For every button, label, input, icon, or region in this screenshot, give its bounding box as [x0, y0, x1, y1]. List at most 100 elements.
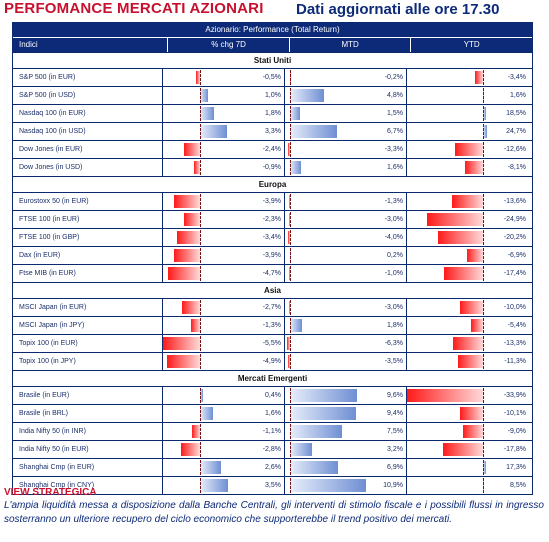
zero-line — [199, 160, 201, 175]
zero-line — [289, 230, 291, 245]
bar-mtd — [289, 107, 301, 120]
index-name: FTSE 100 (in EUR) — [13, 211, 163, 228]
zero-line — [289, 142, 291, 157]
bar-mtd — [289, 389, 358, 402]
zero-line — [199, 336, 201, 351]
zero-line — [289, 106, 291, 121]
zero-line — [482, 106, 484, 121]
index-name: Shanghai Cmp (in EUR) — [13, 459, 163, 476]
index-name: Shanghai Cmp (in CNY) — [13, 477, 163, 494]
bar-d7 — [166, 355, 200, 368]
zero-line — [199, 354, 201, 369]
zero-line — [289, 406, 291, 421]
index-name: S&P 500 (in USD) — [13, 87, 163, 104]
zero-line — [199, 442, 201, 457]
cell-mtd: 6,9% — [285, 459, 407, 476]
cell-ytd: 1,6% — [407, 87, 529, 104]
index-name: Dow Jones (in EUR) — [13, 141, 163, 158]
zero-line — [289, 388, 291, 403]
cell-ytd: -10,0% — [407, 299, 529, 316]
value-label: -3,0% — [384, 216, 403, 223]
cell-mtd: 1,5% — [285, 105, 407, 122]
value-label: -1,3% — [384, 198, 403, 205]
bar-d7 — [184, 213, 200, 226]
zero-line — [482, 318, 484, 333]
index-name: Dow Jones (in USD) — [13, 159, 163, 176]
index-name: Topix 100 (in EUR) — [13, 335, 163, 352]
zero-line — [482, 406, 484, 421]
bar-ytd — [460, 407, 483, 420]
zero-line — [482, 230, 484, 245]
value-label: 1,6% — [387, 164, 403, 171]
value-label: 18,5% — [506, 110, 526, 117]
cell-d7: -1,3% — [163, 317, 285, 334]
zero-line — [289, 300, 291, 315]
section-header: Europa — [13, 176, 532, 192]
zero-line — [482, 300, 484, 315]
value-label: -3,5% — [384, 358, 403, 365]
cell-d7: -3,9% — [163, 247, 285, 264]
value-label: 1,6% — [510, 92, 526, 99]
value-label: 4,8% — [387, 92, 403, 99]
cell-d7: -2,8% — [163, 441, 285, 458]
bar-ytd — [462, 425, 483, 438]
cell-ytd: -5,4% — [407, 317, 529, 334]
table-row: FTSE 100 (in EUR) -2,3% -3,0% -24,9% — [13, 210, 532, 228]
bar-d7 — [190, 319, 200, 332]
value-label: 17,3% — [506, 464, 526, 471]
zero-line — [482, 88, 484, 103]
value-label: -1,1% — [262, 428, 281, 435]
zero-line — [199, 300, 201, 315]
index-name: Ftse MIB (in EUR) — [13, 265, 163, 282]
value-label: -3,9% — [262, 198, 281, 205]
index-name: MSCI Japan (in EUR) — [13, 299, 163, 316]
cell-d7: -4,7% — [163, 265, 285, 282]
zero-line — [482, 160, 484, 175]
value-label: -4,7% — [262, 270, 281, 277]
zero-line — [199, 124, 201, 139]
bar-mtd — [289, 461, 339, 474]
value-label: 1,8% — [265, 110, 281, 117]
table-row: India Nifty 50 (in EUR) -2,8% 3,2% -17,8% — [13, 440, 532, 458]
bar-d7 — [199, 407, 213, 420]
bar-mtd — [288, 355, 290, 368]
table-row: Brasile (in BRL) 1,6% 9,4% -10,1% — [13, 404, 532, 422]
zero-line — [199, 70, 201, 85]
cell-ytd: -17,4% — [407, 265, 529, 282]
value-label: -2,7% — [262, 304, 281, 311]
value-label: -8,1% — [507, 164, 526, 171]
bar-d7 — [199, 389, 203, 402]
bar-d7 — [199, 107, 215, 120]
col-7d: % chg 7D — [167, 38, 289, 52]
value-label: 1,5% — [387, 110, 403, 117]
bar-ytd — [475, 71, 483, 84]
index-name: Brasile (in EUR) — [13, 387, 163, 404]
zero-line — [199, 424, 201, 439]
table-body: Stati Uniti S&P 500 (in EUR) -0,5% -0,2% -3,… — [13, 52, 532, 494]
bar-d7 — [173, 249, 200, 262]
cell-d7: -0,5% — [163, 69, 285, 86]
value-label: 3,5% — [265, 482, 281, 489]
zero-line — [289, 354, 291, 369]
column-headers: Indici % chg 7D MTD YTD — [13, 37, 532, 52]
bar-d7 — [181, 301, 200, 314]
cell-ytd: -13,6% — [407, 193, 529, 210]
value-label: -0,9% — [262, 164, 281, 171]
value-label: -5,5% — [262, 340, 281, 347]
index-name: S&P 500 (in EUR) — [13, 69, 163, 86]
zero-line — [199, 212, 201, 227]
value-label: -33,9% — [503, 392, 526, 399]
zero-line — [289, 160, 291, 175]
zero-line — [199, 406, 201, 421]
table-row: S&P 500 (in EUR) -0,5% -0,2% -3,4% — [13, 68, 532, 86]
bar-ytd — [482, 107, 487, 120]
cell-mtd: -0,2% — [285, 69, 407, 86]
zero-line — [199, 266, 201, 281]
bar-ytd — [427, 213, 483, 226]
cell-mtd: -3,0% — [285, 299, 407, 316]
cell-d7: -0,9% — [163, 159, 285, 176]
value-label: -2,3% — [262, 216, 281, 223]
value-label: -6,3% — [384, 340, 403, 347]
bar-d7 — [163, 337, 200, 350]
cell-d7: 2,6% — [163, 459, 285, 476]
